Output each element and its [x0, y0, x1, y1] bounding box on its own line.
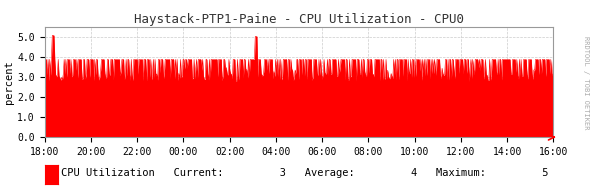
Text: CPU Utilization   Current:         3   Average:         4   Maximum:         5: CPU Utilization Current: 3 Average: 4 Ma…	[61, 168, 549, 179]
Y-axis label: percent: percent	[5, 60, 14, 104]
Text: RRDTOOL / TOBI OETIKER: RRDTOOL / TOBI OETIKER	[583, 35, 589, 129]
Title: Haystack-PTP1-Paine - CPU Utilization - CPU0: Haystack-PTP1-Paine - CPU Utilization - …	[134, 13, 464, 26]
